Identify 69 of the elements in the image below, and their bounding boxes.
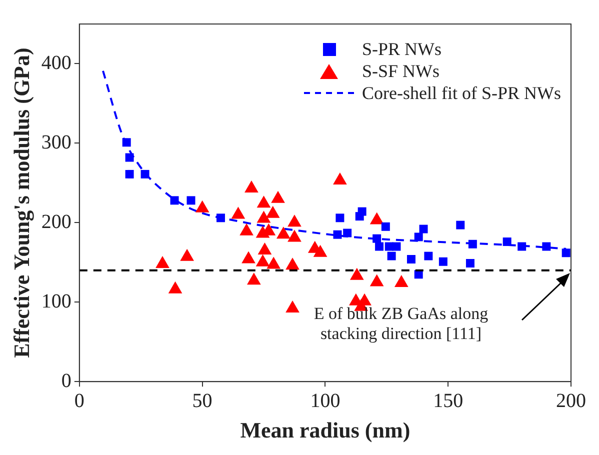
y-tick-label: 100 <box>41 290 72 312</box>
point <box>286 300 300 312</box>
point <box>246 272 261 285</box>
point <box>140 170 150 178</box>
point <box>313 244 328 257</box>
point <box>456 220 465 230</box>
point <box>394 275 408 288</box>
point <box>125 153 134 162</box>
point <box>370 274 384 286</box>
point <box>186 196 196 205</box>
point <box>195 200 210 212</box>
y-axis-title: Effective Young's modulus (GPa) <box>8 48 34 358</box>
legend-label: Core-shell fit of S-PR NWs <box>362 82 561 104</box>
point <box>288 214 302 227</box>
point <box>266 256 281 269</box>
point <box>562 248 570 258</box>
point <box>502 237 512 246</box>
point <box>372 234 382 243</box>
point <box>343 228 352 238</box>
point <box>258 242 272 254</box>
point <box>414 232 423 242</box>
point <box>355 212 364 221</box>
point <box>288 230 302 242</box>
point <box>333 172 347 185</box>
legend-label: S-SF NWs <box>362 60 440 82</box>
point <box>122 138 131 147</box>
point <box>333 230 342 239</box>
point <box>170 196 179 205</box>
point <box>242 251 256 264</box>
point <box>125 170 134 178</box>
point <box>276 226 290 239</box>
point <box>256 210 271 223</box>
point <box>392 242 401 251</box>
point <box>438 257 448 266</box>
point <box>240 223 254 236</box>
y-tick-label: 200 <box>41 210 72 233</box>
point <box>468 240 477 248</box>
y-tick-label: 300 <box>41 131 72 154</box>
point <box>350 268 364 280</box>
point <box>336 214 344 222</box>
x-tick-label: 50 <box>192 390 212 412</box>
y-tick-label: 400 <box>41 52 72 74</box>
point <box>168 281 182 294</box>
point <box>419 224 428 234</box>
point <box>256 196 271 208</box>
legend-label: S-PR NWs <box>362 38 442 60</box>
point <box>256 254 270 266</box>
point <box>216 214 225 222</box>
x-axis-title: Mean radius (nm) <box>240 417 410 442</box>
point <box>375 242 384 251</box>
point <box>542 242 551 251</box>
point <box>266 206 280 218</box>
point <box>387 252 396 260</box>
x-tick-label: 200 <box>556 390 586 412</box>
point <box>286 258 300 270</box>
point <box>370 212 384 224</box>
point <box>231 206 246 219</box>
point <box>466 258 474 268</box>
point <box>156 256 170 268</box>
point <box>424 252 433 260</box>
point <box>518 242 526 251</box>
y-tick-label: 0 <box>61 370 72 392</box>
annotation: E of bulk ZB GaAs along stacking direction [111] <box>314 304 489 344</box>
point <box>271 190 285 203</box>
x-tick-label: 100 <box>310 390 340 412</box>
point <box>406 254 416 264</box>
x-tick-label: 150 <box>433 390 464 412</box>
point <box>381 222 390 231</box>
point <box>180 248 194 261</box>
